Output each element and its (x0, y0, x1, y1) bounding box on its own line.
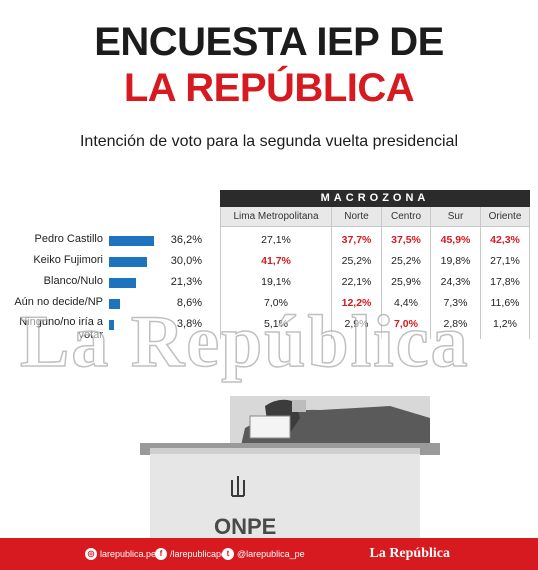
column-header: Norte (332, 207, 381, 227)
table-cell: 12,2% (341, 297, 372, 309)
macrozona-header: MACROZONA (220, 190, 530, 207)
table-cell: 7,0% (264, 297, 288, 309)
bar-value-label: 21,3% (170, 276, 202, 288)
instagram-icon: ◎ (85, 548, 97, 560)
table-column: Norte 37,7% 25,2% 22,1% 12,2% 2,9% (332, 207, 382, 339)
facebook-icon: f (155, 548, 167, 560)
footer-bar: ◎ larepublica.pe f /larepublicape t @lar… (0, 538, 538, 570)
table-column: Sur 45,9% 19,8% 24,3% 7,3% 2,8% (431, 207, 481, 339)
table-cell: 7,3% (443, 297, 468, 309)
table-cell: 17,8% (490, 276, 520, 288)
instagram-link[interactable]: ◎ larepublica.pe (85, 548, 156, 560)
bar (109, 320, 114, 330)
table-cell: 1,2% (493, 318, 517, 330)
category-label: Blanco/Nulo (43, 275, 103, 287)
facebook-handle: /larepublicape (170, 549, 227, 559)
table-cell: 27,1% (490, 255, 520, 267)
ballot-box-label: ONPE (214, 514, 276, 538)
twitter-handle: @larepublica_pe (237, 549, 305, 559)
subtitle: Intención de voto para la segunda vuelta… (79, 133, 459, 150)
instagram-handle: larepublica.pe (100, 549, 157, 559)
table-cell: 4,4% (394, 297, 418, 309)
bar-value-label: 8,6% (176, 297, 202, 309)
title-line-2: LA REPÚBLICA (123, 66, 415, 110)
twitter-link[interactable]: t @larepublica_pe (222, 548, 305, 560)
watermark: La República (19, 300, 470, 384)
table-cell: 2,9% (344, 318, 369, 330)
table-cell: 42,3% (490, 234, 520, 246)
column-header: Centro (382, 207, 430, 227)
category-label: Aún no decide/NP (14, 296, 103, 308)
table-cell: 37,5% (391, 234, 421, 246)
column-header: Lima Metropolitana (221, 207, 331, 227)
table-column: Lima Metropolitana 27,1% 41,7% 19,1% 7,0% 5,1… (221, 207, 332, 339)
table-cell: 19,1% (261, 276, 291, 288)
category-label: Ninguno/no iría a votar (19, 316, 103, 341)
ballot-box-photo: ONPE (140, 388, 440, 538)
title-line-1: ENCUESTA IEP DE (94, 20, 444, 64)
column-header: Oriente (481, 207, 529, 227)
category-label: Keiko Fujimori (33, 254, 103, 266)
table-cell: 22,1% (341, 276, 372, 288)
table-cell: 25,2% (341, 255, 372, 267)
table-cell: 24,3% (440, 276, 471, 288)
table-cell: 45,9% (440, 234, 471, 246)
facebook-link[interactable]: f /larepublicape (155, 548, 226, 560)
table-cell: 11,6% (490, 297, 520, 309)
table-cell: 7,0% (394, 318, 418, 330)
bar (109, 236, 154, 246)
table-cell: 25,9% (391, 276, 421, 288)
bar-value-label: 36,2% (170, 234, 202, 246)
bar-value-label: 30,0% (170, 255, 202, 267)
macrozona-table: Lima Metropolitana 27,1% 41,7% 19,1% 7,0% 5,1… (220, 207, 530, 339)
table-cell: 2,8% (443, 318, 468, 330)
table-cell: 41,7% (261, 255, 291, 267)
table-cell: 25,2% (391, 255, 421, 267)
bar (109, 257, 147, 267)
table-cell: 37,7% (341, 234, 372, 246)
column-header: Sur (431, 207, 480, 227)
bar (109, 299, 120, 309)
table-cell: 27,1% (261, 234, 291, 246)
table-column: Oriente 42,3% 27,1% 17,8% 11,6% 1,2% (481, 207, 530, 339)
bar-value-label: 3,8% (176, 318, 202, 330)
bar (109, 278, 136, 288)
category-label: Pedro Castillo (34, 233, 103, 245)
twitter-icon: t (222, 548, 234, 560)
table-cell: 5,1% (264, 318, 288, 330)
table-cell: 19,8% (440, 255, 471, 267)
table-column: Centro 37,5% 25,2% 25,9% 4,4% 7,0% (382, 207, 431, 339)
brand-logo: La República (369, 546, 450, 561)
